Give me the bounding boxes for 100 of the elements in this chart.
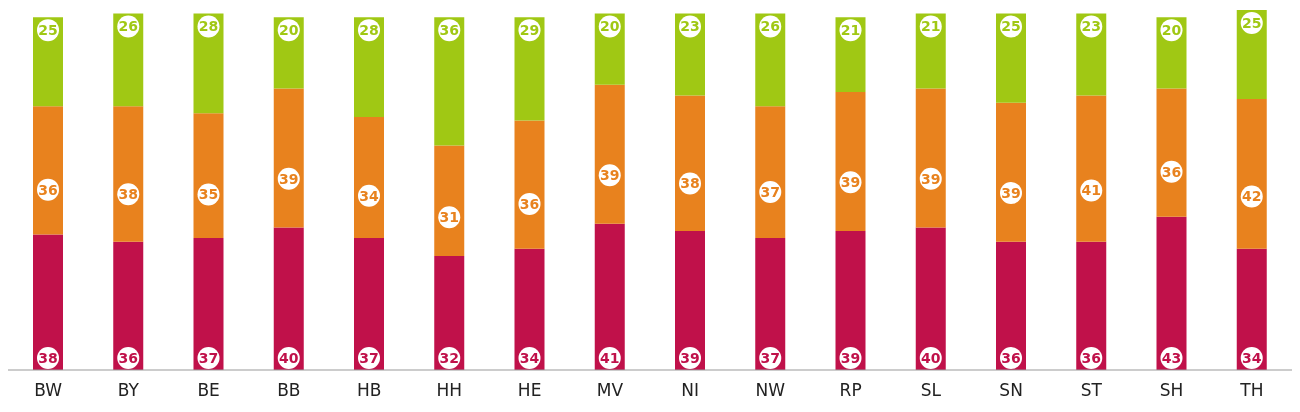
bar xyxy=(1156,216,1187,370)
bar xyxy=(33,234,63,370)
data-label: 36 xyxy=(1081,349,1101,366)
data-label: 38 xyxy=(38,349,58,366)
bar xyxy=(675,95,705,231)
bar xyxy=(434,255,465,370)
bar xyxy=(1076,241,1107,370)
data-label: 25 xyxy=(1242,14,1262,31)
data-label: 25 xyxy=(1001,18,1021,35)
bar xyxy=(273,88,304,228)
data-label: 36 xyxy=(519,195,540,212)
data-label: 37 xyxy=(760,349,780,366)
data-label: 26 xyxy=(760,18,780,35)
bar xyxy=(835,230,866,370)
data-label: 31 xyxy=(439,209,459,226)
bar xyxy=(675,230,705,370)
x-tick-label: BB xyxy=(277,380,301,401)
bar xyxy=(594,84,625,224)
data-label: 34 xyxy=(519,349,540,366)
data-label: 39 xyxy=(1001,184,1021,201)
data-label: 26 xyxy=(118,18,138,35)
data-label: 37 xyxy=(760,183,780,200)
bar xyxy=(1076,95,1107,242)
data-label: 35 xyxy=(198,186,219,203)
data-label: 36 xyxy=(439,22,459,39)
data-label: 36 xyxy=(1161,163,1182,180)
x-tick-label: HB xyxy=(356,380,382,401)
data-label: 20 xyxy=(279,22,299,39)
data-label: 21 xyxy=(921,18,941,35)
bar xyxy=(434,17,465,146)
bar xyxy=(514,120,545,249)
x-tick-label: SN xyxy=(999,380,1023,401)
data-label: 36 xyxy=(38,181,58,198)
bar xyxy=(594,223,625,370)
data-label: 38 xyxy=(680,175,700,192)
bar xyxy=(755,13,786,107)
data-label: 43 xyxy=(1161,349,1182,366)
x-tick-label: BW xyxy=(34,380,63,401)
bar xyxy=(1236,99,1267,249)
data-label: 41 xyxy=(1081,182,1101,199)
bar xyxy=(514,17,545,121)
data-label: 25 xyxy=(38,22,58,39)
bar xyxy=(273,227,304,370)
data-label: 39 xyxy=(921,170,941,187)
data-label: 36 xyxy=(118,349,138,366)
bar xyxy=(915,88,946,228)
x-tick-label: BY xyxy=(117,380,140,401)
data-label: 20 xyxy=(1161,22,1182,39)
x-tick-label: NI xyxy=(681,380,699,401)
bar xyxy=(1236,10,1267,100)
data-label: 37 xyxy=(198,349,219,366)
data-label: 23 xyxy=(680,18,700,35)
bar xyxy=(113,106,144,242)
bar xyxy=(33,17,63,107)
bar xyxy=(193,238,224,370)
data-label: 39 xyxy=(680,349,700,366)
data-label: 39 xyxy=(840,349,861,366)
bar xyxy=(113,13,144,107)
bar xyxy=(996,241,1026,370)
bar xyxy=(193,13,224,114)
data-label: 34 xyxy=(1242,349,1262,366)
x-tick-label: SL xyxy=(920,380,942,401)
data-label: 39 xyxy=(279,170,299,187)
data-label: 42 xyxy=(1242,188,1262,205)
bar xyxy=(755,106,786,239)
data-label: 28 xyxy=(198,18,219,35)
data-label: 20 xyxy=(600,18,620,35)
bar xyxy=(1156,88,1187,217)
bar xyxy=(33,106,63,235)
bar xyxy=(193,113,224,239)
data-label: 40 xyxy=(279,349,299,366)
bar xyxy=(996,13,1026,103)
bar xyxy=(835,91,866,231)
bar xyxy=(514,248,545,370)
data-label: 29 xyxy=(519,22,540,39)
data-label: 38 xyxy=(118,186,138,203)
data-label: 39 xyxy=(600,167,620,184)
bar xyxy=(354,238,384,370)
data-label: 28 xyxy=(359,22,379,39)
x-tick-label: HE xyxy=(517,380,542,401)
data-label: 39 xyxy=(840,174,861,191)
data-label: 23 xyxy=(1081,18,1101,35)
bar xyxy=(113,241,144,370)
x-tick-label: HH xyxy=(436,380,463,401)
data-label: 41 xyxy=(600,349,620,366)
x-tick-label: RP xyxy=(839,380,862,401)
bar xyxy=(354,116,384,239)
x-tick-label: MV xyxy=(596,380,624,401)
x-tick-label: SH xyxy=(1159,380,1184,401)
bar xyxy=(915,227,946,370)
data-label: 34 xyxy=(359,187,379,204)
data-label: 21 xyxy=(840,22,861,39)
data-label: 37 xyxy=(359,349,379,366)
x-tick-label: NW xyxy=(755,380,786,401)
x-tick-label: BE xyxy=(197,380,220,401)
data-label: 32 xyxy=(439,349,459,366)
bar xyxy=(996,102,1026,242)
bar xyxy=(1236,248,1267,370)
data-label: 36 xyxy=(1001,349,1021,366)
x-tick-label: TH xyxy=(1239,380,1264,401)
